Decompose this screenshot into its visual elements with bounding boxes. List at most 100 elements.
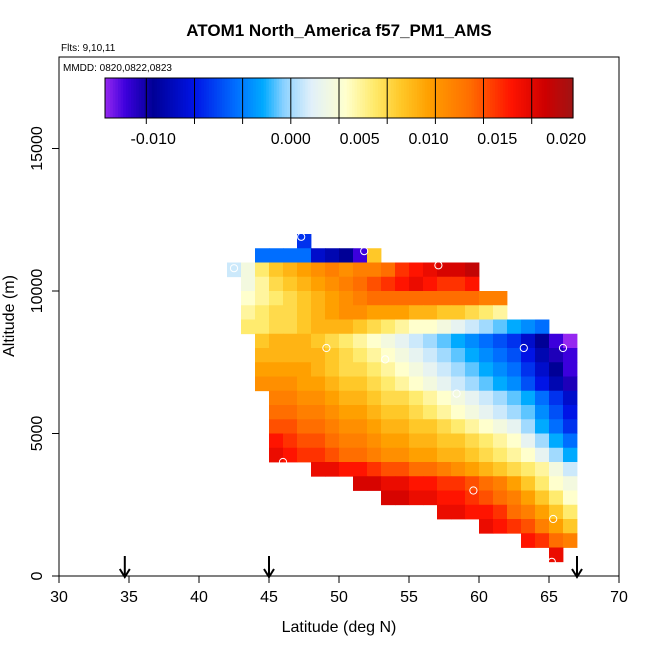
colorbar-segment [214, 78, 218, 118]
heatmap-cell [451, 504, 466, 520]
heatmap-cell [535, 419, 550, 434]
heatmap-cell [451, 305, 466, 320]
heatmap-cell [493, 319, 508, 335]
heatmap-cell [311, 405, 326, 420]
heatmap-cell [451, 376, 466, 392]
y-tick-label: 15000 [29, 126, 46, 171]
heatmap-cell [409, 262, 424, 278]
colorbar-segment [125, 78, 129, 118]
colorbar-segment [396, 78, 400, 118]
heatmap-cell [269, 390, 284, 406]
heatmap-cell [269, 362, 284, 377]
colorbar-segment [393, 78, 397, 118]
heatmap-cell [339, 362, 354, 377]
colorbar-segment [313, 78, 317, 118]
colorbar-segment [370, 78, 374, 118]
sample-point [297, 232, 306, 241]
heatmap-cell [465, 476, 480, 491]
heatmap-cell [325, 362, 340, 377]
colorbar-segment [216, 78, 220, 118]
heatmap-cell [367, 376, 382, 392]
heatmap-cell [297, 447, 312, 463]
colorbar-segment [456, 78, 460, 118]
heatmap-cell [549, 490, 564, 506]
heatmap-cell [479, 348, 494, 363]
colorbar-segment [526, 78, 530, 118]
heatmap-cell [325, 433, 340, 449]
heatmap-cell [409, 490, 424, 506]
colorbar-segment [471, 78, 475, 118]
colorbar-segment [206, 78, 210, 118]
heatmap-cell [479, 376, 494, 392]
heatmap-cell [325, 248, 340, 263]
colorbar-segment [422, 78, 426, 118]
heatmap-cell [339, 390, 354, 406]
heatmap-cell [297, 234, 312, 249]
colorbar-segment [484, 78, 488, 118]
heatmap-cell [465, 291, 480, 306]
colorbar-segment [250, 78, 254, 118]
heatmap-cell [283, 305, 298, 320]
heatmap-cell [409, 348, 424, 363]
heatmap-cell [311, 276, 326, 292]
colorbar [105, 78, 574, 118]
x-tick-label: 45 [260, 589, 278, 606]
heatmap-cell [367, 248, 382, 263]
heatmap-cell [437, 362, 452, 377]
x-tick-label: 50 [330, 589, 348, 606]
heatmap-cell [549, 462, 564, 477]
heatmap-cell [353, 348, 368, 363]
colorbar-segment [414, 78, 418, 118]
heatmap-cell [563, 504, 578, 520]
heatmap-cell [311, 433, 326, 449]
heatmap-cell [409, 447, 424, 463]
heatmap-cell [283, 405, 298, 420]
colorbar-segment [232, 78, 236, 118]
heatmap-cell [297, 248, 312, 263]
heatmap-cell [465, 405, 480, 420]
heatmap-cell [339, 262, 354, 278]
heatmap-cell [325, 291, 340, 306]
colorbar-segment [268, 78, 272, 118]
x-tick-label: 55 [400, 589, 418, 606]
heatmap-cell [507, 490, 522, 506]
colorbar-segment [227, 78, 231, 118]
colorbar-segment [159, 78, 163, 118]
heatmap-cell [465, 333, 480, 349]
colorbar-segment [391, 78, 395, 118]
heatmap-cell [549, 376, 564, 392]
colorbar-segment [248, 78, 252, 118]
colorbar-segment [263, 78, 267, 118]
heatmap-cell [451, 390, 466, 406]
colorbar-segment [118, 78, 122, 118]
heatmap-cell [311, 333, 326, 349]
heatmap-cell [507, 319, 522, 335]
sample-point [322, 343, 331, 353]
heatmap-cell [521, 319, 536, 335]
heatmap-cell [549, 362, 564, 377]
colorbar-segment [513, 78, 517, 118]
heatmap-cell [493, 476, 508, 491]
colorbar-segment [144, 78, 148, 118]
heatmap-cell [269, 262, 284, 278]
heatmap-cell [423, 447, 438, 463]
heatmap-cell [521, 390, 536, 406]
heatmap-cell [423, 319, 438, 335]
heatmap-cell [395, 348, 410, 363]
heatmap-cell [521, 333, 536, 349]
heatmap-cell [395, 376, 410, 392]
colorbar-segment [128, 78, 132, 118]
colorbar-segment [495, 78, 499, 118]
sample-point [558, 343, 568, 353]
heatmap-cell [241, 262, 256, 278]
heatmap-cell [381, 333, 396, 349]
heatmap-cell [423, 419, 438, 434]
heatmap-cell [437, 262, 452, 278]
colorbar-segment [154, 78, 158, 118]
heatmap-cell [283, 376, 298, 392]
colorbar-segment [151, 78, 155, 118]
heatmap-cell [255, 276, 270, 292]
heatmap-cell [255, 291, 270, 306]
heatmap-cell [353, 376, 368, 392]
colorbar-segment [430, 78, 434, 118]
